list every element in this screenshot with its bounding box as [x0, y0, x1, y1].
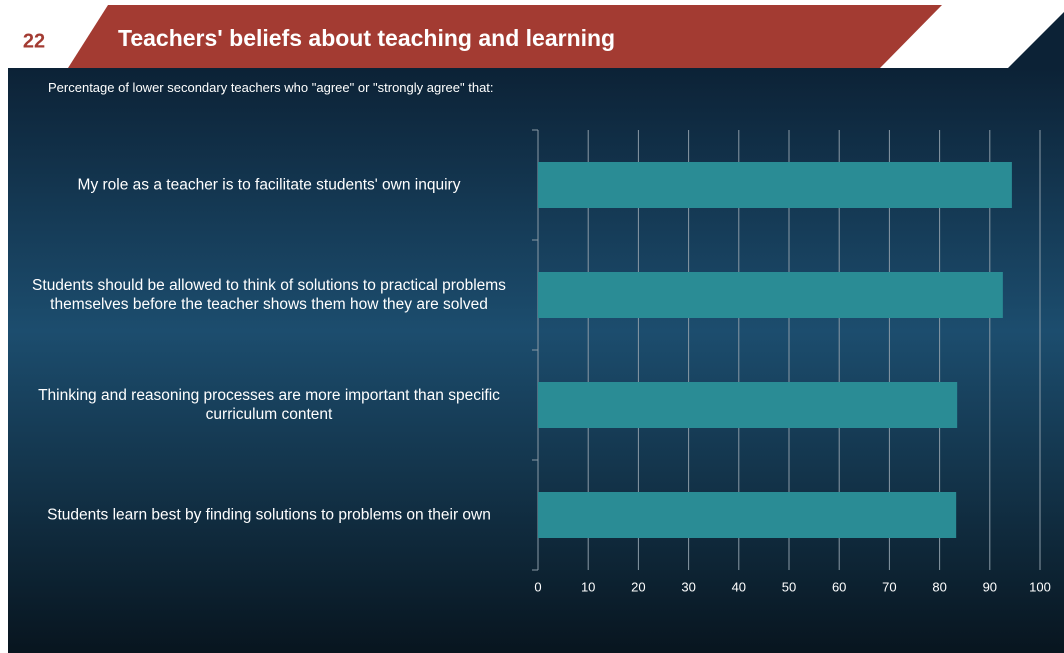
- bar: [538, 382, 958, 428]
- x-tick-label: 70: [882, 579, 896, 594]
- y-tick-label: My role as a teacher is to facilitate st…: [77, 176, 461, 194]
- bar: [538, 162, 1012, 208]
- bar: [538, 272, 1003, 318]
- x-tick-label: 80: [932, 579, 946, 594]
- chart-title: Teachers' beliefs about teaching and lea…: [118, 25, 615, 51]
- y-tick-label: Students learn best by finding solutions…: [47, 506, 491, 524]
- bar: [538, 492, 957, 538]
- x-tick-label: 20: [631, 579, 645, 594]
- y-tick-label: Thinking and reasoning processes are mor…: [38, 387, 500, 423]
- chart-subtitle: Percentage of lower secondary teachers w…: [48, 80, 494, 95]
- background: [8, 68, 1064, 653]
- x-tick-label: 40: [732, 579, 746, 594]
- x-tick-label: 90: [983, 579, 997, 594]
- x-tick-label: 0: [534, 579, 541, 594]
- x-tick-label: 100: [1029, 579, 1051, 594]
- slide-number: 22: [23, 30, 45, 52]
- x-tick-label: 60: [832, 579, 846, 594]
- title-ribbon: [68, 5, 942, 68]
- x-tick-label: 10: [581, 579, 595, 594]
- corner: [1008, 12, 1064, 68]
- x-tick-label: 30: [681, 579, 695, 594]
- x-tick-label: 50: [782, 579, 796, 594]
- y-tick-label: Students should be allowed to think of s…: [32, 277, 506, 313]
